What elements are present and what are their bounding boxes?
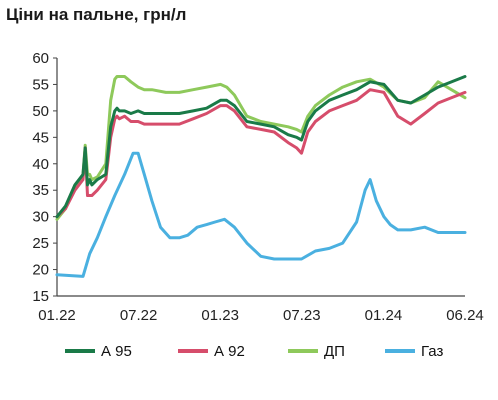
x-tick-label: 06.24 [446,307,484,324]
x-tick-label: 01.22 [38,307,76,324]
y-tick-label: 45 [32,129,49,146]
legend-swatch-a92 [178,349,208,353]
legend-label-dp: ДП [324,342,345,360]
legend-label-gas: Газ [421,342,444,360]
series-line-a95 [55,75,467,219]
legend-label-a92: А 92 [214,342,245,360]
legend-item-gas: Газ [385,338,443,364]
x-axis: 01.22 07.22 01.23 07.23 01.24 06.24 [38,307,484,324]
series-line-gas [55,151,467,278]
series-lines [55,75,467,278]
x-tick-label: 07.22 [120,307,158,324]
x-tick-label: 07.23 [283,307,321,324]
legend: А 95 А 92 ДП Газ [0,338,498,364]
y-tick-label: 30 [32,209,49,226]
chart-title: Ціни на пальне, грн/л [6,5,187,24]
y-tick-label: 60 [32,50,49,67]
y-tick-label: 35 [32,182,49,199]
x-tick-label: 01.24 [365,307,403,324]
series-line-dp [55,75,467,221]
legend-swatch-dp [288,349,318,353]
series-line-a92 [55,88,467,219]
y-axis: 15 20 25 30 35 40 45 50 55 60 [32,50,57,305]
y-tick-label: 15 [32,288,49,305]
legend-item-dp: ДП [288,338,345,364]
legend-item-a95: А 95 [65,338,132,364]
y-tick-label: 25 [32,235,49,252]
x-tick-label: 01.23 [201,307,239,324]
y-tick-label: 50 [32,103,49,120]
legend-label-a95: А 95 [101,342,132,360]
y-tick-label: 20 [32,262,49,279]
legend-swatch-a95 [65,349,95,353]
y-tick-label: 40 [32,156,49,173]
legend-swatch-gas [385,349,415,353]
y-tick-label: 55 [32,76,49,93]
legend-item-a92: А 92 [178,338,245,364]
